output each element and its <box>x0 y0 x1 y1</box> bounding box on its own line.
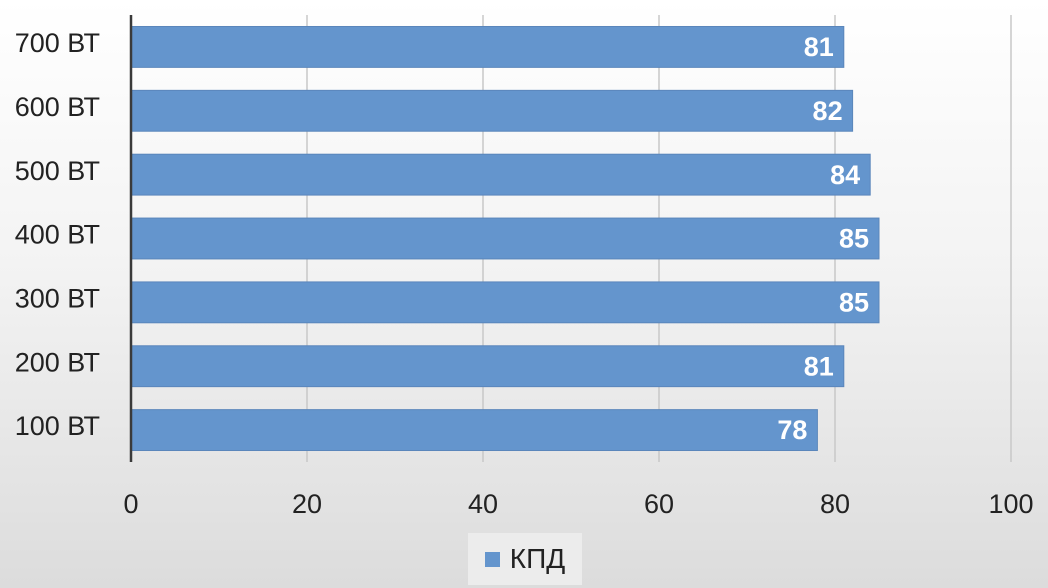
data-label: 78 <box>777 415 807 445</box>
legend-swatch <box>484 551 500 567</box>
bar-5 <box>130 281 880 324</box>
bar-4 <box>130 217 880 260</box>
category-label: 600 ВТ <box>15 92 100 122</box>
data-label: 81 <box>804 32 834 62</box>
category-label: 200 ВТ <box>15 347 100 377</box>
data-label: 84 <box>830 160 860 190</box>
bar-7 <box>130 409 818 452</box>
category-label: 700 ВТ <box>15 28 100 58</box>
category-label: 100 ВТ <box>15 411 100 441</box>
legend: КПД <box>468 533 582 585</box>
data-label: 85 <box>839 224 869 254</box>
data-labels: 81 82 84 85 85 81 78 <box>777 32 869 445</box>
chart-plot: 700 ВТ 600 ВТ 500 ВТ 400 ВТ 300 ВТ 200 ВТ 100 … <box>15 15 1034 519</box>
x-tick-label: 0 <box>123 489 138 519</box>
x-tick-label: 80 <box>820 489 850 519</box>
category-label: 500 ВТ <box>15 156 100 186</box>
x-tick-label: 40 <box>468 489 498 519</box>
bar-series <box>130 25 880 452</box>
x-tick-label: 60 <box>644 489 674 519</box>
x-tick-label: 100 <box>988 489 1033 519</box>
category-labels: 700 ВТ 600 ВТ 500 ВТ 400 ВТ 300 ВТ 200 ВТ 100 … <box>15 28 100 441</box>
bar-2 <box>130 89 854 132</box>
data-label: 81 <box>804 351 834 381</box>
bar-3 <box>130 153 871 196</box>
data-label: 85 <box>839 287 869 317</box>
x-tick-label: 20 <box>292 489 322 519</box>
bar-6 <box>130 345 845 388</box>
category-label: 400 ВТ <box>15 220 100 250</box>
data-label: 82 <box>813 96 843 126</box>
x-tick-labels: 0 20 40 60 80 100 <box>123 489 1033 519</box>
category-label: 300 ВТ <box>15 283 100 313</box>
bar-1 <box>130 25 845 68</box>
legend-label: КПД <box>509 543 566 574</box>
